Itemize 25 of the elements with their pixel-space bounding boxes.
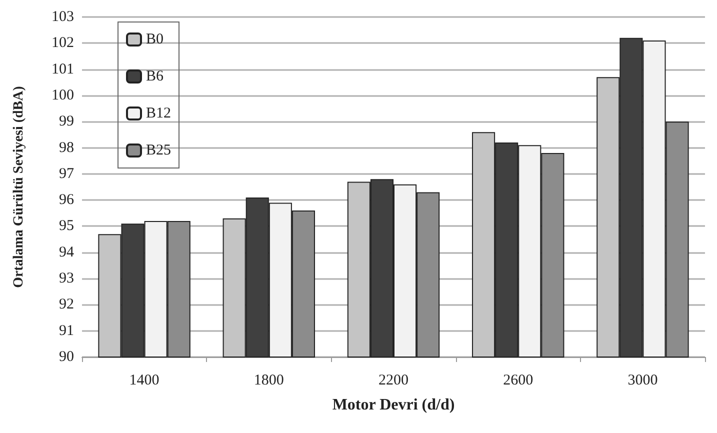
- legend-label: B6: [146, 68, 164, 84]
- y-tick-label: 90: [59, 349, 74, 365]
- y-tick-label: 94: [59, 244, 74, 260]
- y-tick-label: 93: [59, 270, 74, 287]
- y-tick-label: 100: [52, 87, 74, 104]
- x-tick-label: 1800: [254, 372, 284, 388]
- legend-label: B0: [146, 32, 164, 48]
- y-tick-label: 101: [52, 61, 74, 78]
- x-tick-label: 1400: [129, 372, 160, 388]
- x-tick-label: 2600: [503, 372, 534, 388]
- y-tick-label: 99: [59, 114, 74, 130]
- y-tick-label: 91: [59, 322, 74, 339]
- y-tick-label: 95: [59, 218, 74, 234]
- legend-label: B25: [146, 142, 172, 158]
- x-axis-title: Motor Devri (d/d): [332, 396, 455, 414]
- y-tick-label: 102: [52, 35, 74, 52]
- x-tick-label: 3000: [628, 372, 658, 388]
- y-tick-label: 103: [52, 9, 74, 25]
- y-tick-label: 98: [59, 140, 74, 156]
- y-tick-label: 97: [59, 166, 74, 182]
- x-tick-label: 2200: [378, 372, 408, 388]
- y-tick-label: 92: [59, 296, 74, 313]
- legend-label: B12: [146, 106, 172, 122]
- y-axis-title: Ortalama Gürültü Seviyesi (dBA): [12, 86, 26, 288]
- y-tick-label: 96: [59, 192, 74, 208]
